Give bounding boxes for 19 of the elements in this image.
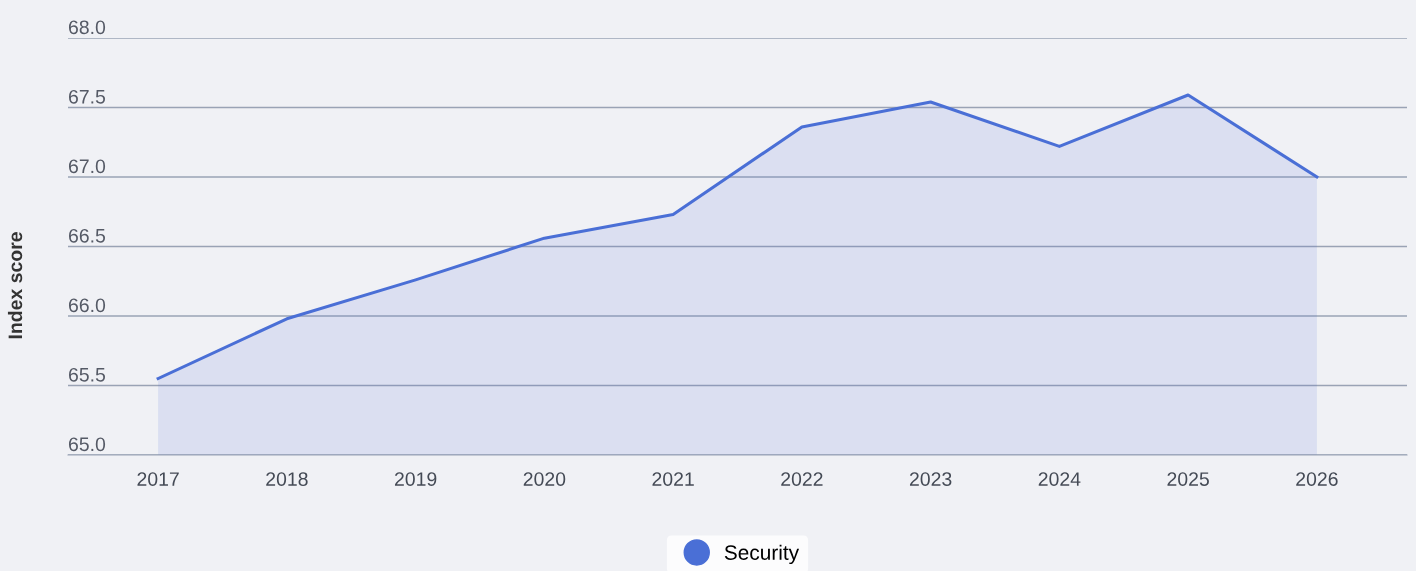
y-tick-label: 65.0 xyxy=(68,437,106,452)
y-axis-title: Index score xyxy=(7,232,23,339)
x-tick-label: 2025 xyxy=(1167,472,1209,486)
x-tick-label: 2018 xyxy=(266,472,308,486)
y-tick-label: 67.5 xyxy=(68,89,106,104)
x-tick-label: 2021 xyxy=(652,472,694,486)
x-tick-label: 2020 xyxy=(523,472,566,486)
x-tick-label: 2017 xyxy=(137,472,179,486)
x-tick-label: 2019 xyxy=(394,472,437,486)
legend-label: Security xyxy=(724,544,800,565)
x-tick-label: 2023 xyxy=(909,472,952,486)
y-tick-label: 68.0 xyxy=(68,20,106,35)
y-tick-label: 66.0 xyxy=(68,298,106,313)
x-tick-label: 2024 xyxy=(1038,472,1081,486)
y-tick-label: 67.0 xyxy=(68,159,106,174)
y-tick-label: 66.5 xyxy=(68,228,106,243)
x-tick-label: 2026 xyxy=(1296,472,1338,486)
x-tick-label: 2022 xyxy=(781,472,823,486)
y-tick-label: 65.5 xyxy=(68,367,106,382)
